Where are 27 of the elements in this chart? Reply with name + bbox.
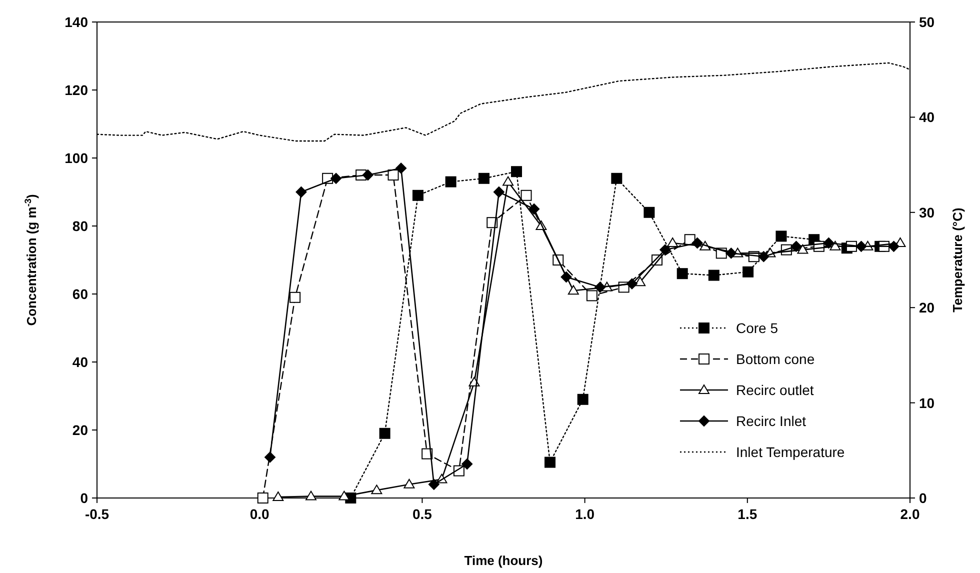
x-tick-label: 0.0 <box>250 506 270 522</box>
x-tick-label: 1.5 <box>738 506 758 522</box>
legend-label: Bottom cone <box>736 351 815 367</box>
y2-tick-label: 10 <box>919 394 935 411</box>
y-tick-label: 60 <box>72 286 88 302</box>
x-axis-title: Time (hours) <box>464 553 543 568</box>
y2-tick-label: 50 <box>919 14 935 30</box>
legend-label: Recirc outlet <box>736 382 814 398</box>
y-tick-label: 120 <box>64 82 88 98</box>
legend-label: Inlet Temperature <box>736 444 845 460</box>
y-tick-label: 0 <box>80 490 88 506</box>
x-tick-label: -0.5 <box>84 506 110 522</box>
y-tick-label: 100 <box>64 150 88 166</box>
y2-tick-label: 0 <box>919 490 927 506</box>
y2-tick-label: 30 <box>919 204 935 220</box>
x-tick-label: 0.5 <box>412 506 432 522</box>
y-tick-label: 20 <box>72 422 88 438</box>
x-tick-label: 2.0 <box>900 506 920 522</box>
legend-label: Core 5 <box>736 320 778 336</box>
y-tick-label: 40 <box>72 354 88 370</box>
legend-label: Recirc Inlet <box>736 413 806 429</box>
y2-tick-label: 20 <box>919 300 935 316</box>
y2-axis-title: Temperature (°C) <box>950 208 965 312</box>
x-tick-label: 1.0 <box>575 506 595 522</box>
y-tick-label: 140 <box>64 14 88 30</box>
y-tick-label: 80 <box>72 218 88 234</box>
y2-tick-label: 40 <box>919 109 935 126</box>
